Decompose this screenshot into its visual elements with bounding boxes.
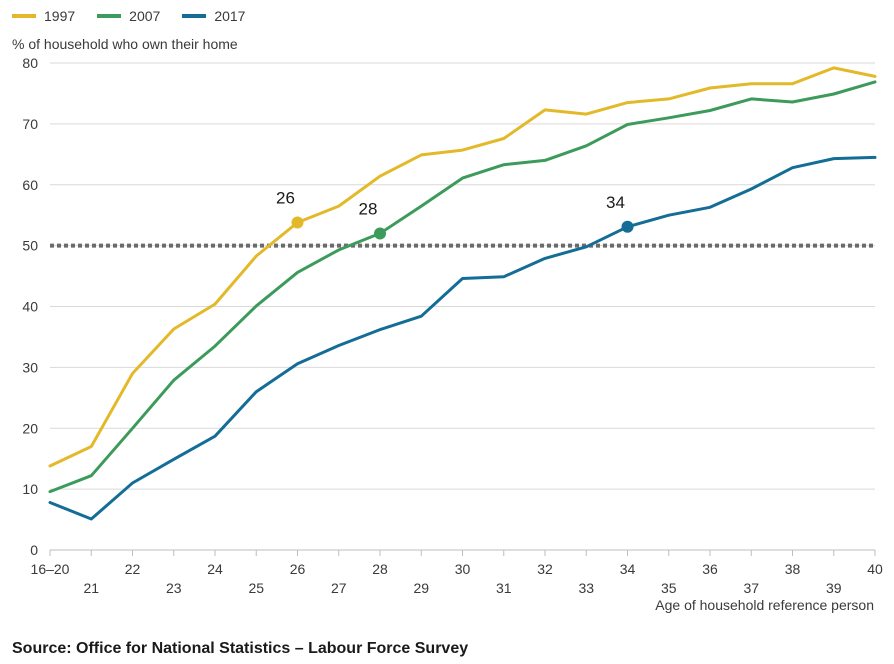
x-tick-label-13: 33 bbox=[578, 580, 594, 596]
y-tick-label-70: 70 bbox=[22, 116, 38, 132]
annotation-marker-1997 bbox=[291, 216, 304, 229]
y-tick-label-80: 80 bbox=[22, 55, 38, 71]
x-tick-label-17: 37 bbox=[743, 580, 759, 596]
x-tick-label-6: 26 bbox=[290, 561, 306, 577]
y-tick-label-10: 10 bbox=[22, 481, 38, 497]
x-tick-label-4: 24 bbox=[207, 561, 223, 577]
y-tick-label-40: 40 bbox=[22, 299, 38, 315]
annotation-label-1997: 26 bbox=[276, 188, 295, 207]
x-tick-label-12: 32 bbox=[537, 561, 553, 577]
y-tick-label-20: 20 bbox=[22, 420, 38, 436]
series-line-1997 bbox=[48, 66, 877, 468]
x-tick-label-19: 39 bbox=[826, 580, 842, 596]
x-tick-label-11: 31 bbox=[496, 580, 512, 596]
x-tick-label-1: 21 bbox=[83, 580, 99, 596]
source-note: Source: Office for National Statistics –… bbox=[12, 640, 469, 657]
x-tick-label-5: 25 bbox=[248, 580, 264, 596]
x-tick-label-16: 36 bbox=[702, 561, 718, 577]
annotation-marker-2017 bbox=[621, 220, 634, 233]
x-axis-title: Age of household reference person bbox=[655, 597, 874, 613]
y-tick-label-30: 30 bbox=[22, 359, 38, 375]
y-tick-label-50: 50 bbox=[22, 238, 38, 254]
legend-label-1997: 1997 bbox=[44, 8, 76, 24]
x-tick-label-20: 40 bbox=[867, 561, 883, 577]
legend-label-2017: 2017 bbox=[214, 8, 246, 24]
legend-item-2017: 2017 bbox=[182, 8, 245, 24]
x-tick-label-18: 38 bbox=[785, 561, 801, 577]
x-tick-label-2: 22 bbox=[125, 561, 141, 577]
chart-legend: 1997 2007 2017 bbox=[12, 8, 245, 24]
legend-swatch-1997 bbox=[12, 14, 36, 18]
x-tick-label-8: 28 bbox=[372, 561, 388, 577]
annotation-label-2007: 28 bbox=[359, 199, 378, 218]
x-tick-label-3: 23 bbox=[166, 580, 182, 596]
x-tick-label-10: 30 bbox=[455, 561, 471, 577]
y-axis-title: % of household who own their home bbox=[12, 36, 238, 52]
x-tick-label-7: 27 bbox=[331, 580, 347, 596]
legend-swatch-2007 bbox=[97, 14, 122, 18]
y-tick-label-0: 0 bbox=[30, 542, 38, 558]
y-tick-label-60: 60 bbox=[22, 177, 38, 193]
x-tick-label-15: 35 bbox=[661, 580, 677, 596]
legend-item-1997: 1997 bbox=[12, 8, 75, 24]
series-line-2017 bbox=[48, 155, 877, 521]
legend-swatch-2017 bbox=[182, 14, 207, 18]
annotation-marker-2007 bbox=[374, 227, 386, 240]
x-tick-label-9: 29 bbox=[413, 580, 429, 596]
series-line-2007 bbox=[48, 80, 877, 494]
legend-label-2007: 2007 bbox=[129, 8, 161, 24]
annotation-label-2017: 34 bbox=[606, 193, 625, 212]
x-tick-label-0: 16–20 bbox=[31, 561, 70, 577]
legend-item-2007: 2007 bbox=[97, 8, 160, 24]
x-tick-label-14: 34 bbox=[620, 561, 636, 577]
